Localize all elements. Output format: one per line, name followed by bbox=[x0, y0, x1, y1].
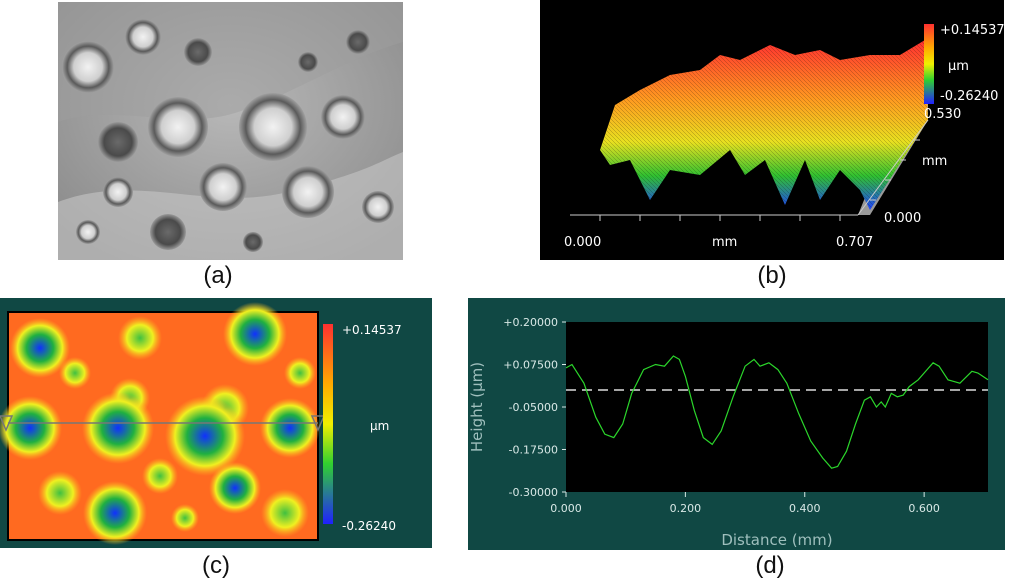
x-axis-min-label: 0.000 bbox=[564, 235, 601, 250]
colorbar-min-label: -0.26240 bbox=[940, 89, 998, 104]
colorbar-max-label: +0.14537 bbox=[342, 323, 402, 337]
caption-c: (c) bbox=[202, 552, 230, 579]
x-tick-label: 0.000 bbox=[550, 502, 582, 515]
x-axis-unit-label: mm bbox=[712, 235, 737, 250]
panel-b-surface-plot: +0.14537 µm -0.26240 0.530 mm 0.000 0.00… bbox=[540, 0, 1005, 260]
y-tick-label: -0.17500 bbox=[509, 444, 558, 457]
x-tick-label: 0.600 bbox=[908, 502, 940, 515]
height-profile-line bbox=[565, 355, 989, 469]
colorbar-unit-label: µm bbox=[948, 59, 969, 74]
colorbar-min-label: -0.26240 bbox=[342, 519, 396, 533]
y-axis-min-label: 0.000 bbox=[884, 211, 921, 226]
surface-plot-svg: +0.14537 µm -0.26240 0.530 mm 0.000 0.00… bbox=[540, 0, 1005, 260]
y-axis-max-label: 0.530 bbox=[924, 107, 961, 122]
colorbar bbox=[924, 24, 934, 104]
profile-end-marker[interactable] bbox=[310, 415, 326, 432]
panel-d-profile-chart: +0.20000 +0.07500 -0.05000 -0.17500 -0.30000… bbox=[468, 298, 1005, 550]
x-tick-label: 0.200 bbox=[670, 502, 702, 515]
profile-chart-svg: +0.20000 +0.07500 -0.05000 -0.17500 -0.30000… bbox=[468, 298, 1005, 550]
colorbar-unit-label: µm bbox=[370, 419, 389, 433]
caption-d: (d) bbox=[755, 552, 785, 579]
panel-c-height-map: +0.14537 µm -0.26240 bbox=[0, 298, 432, 548]
caption-a: (a) bbox=[203, 262, 233, 289]
x-axis-max-label: 0.707 bbox=[836, 235, 873, 250]
y-axis-label: Height (µm) bbox=[468, 362, 486, 452]
y-tick-label: +0.20000 bbox=[503, 316, 558, 329]
panel-a-micrograph bbox=[58, 2, 403, 260]
y-tick-label: -0.30000 bbox=[509, 486, 558, 499]
colorbar bbox=[323, 324, 333, 524]
plot-area bbox=[566, 322, 988, 492]
y-axis-unit-label: mm bbox=[922, 154, 947, 169]
x-axis-label: Distance (mm) bbox=[721, 531, 832, 549]
y-tick-label: -0.05000 bbox=[509, 401, 558, 414]
x-tick-label: 0.400 bbox=[789, 502, 821, 515]
y-tick-label: +0.07500 bbox=[503, 359, 558, 372]
caption-b: (b) bbox=[757, 262, 787, 289]
colorbar-max-label: +0.14537 bbox=[940, 23, 1004, 38]
height-map-svg: +0.14537 µm -0.26240 bbox=[0, 298, 432, 548]
micrograph-image bbox=[58, 2, 403, 260]
profile-start-marker[interactable] bbox=[0, 415, 14, 432]
